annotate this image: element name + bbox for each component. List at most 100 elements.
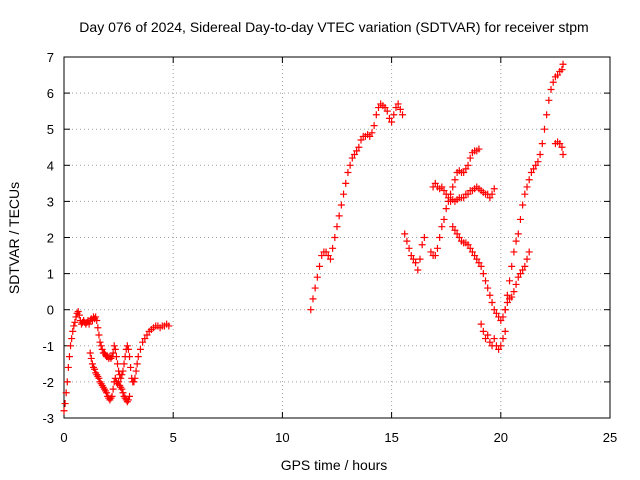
data-point: [490, 185, 498, 193]
data-point: [475, 145, 483, 153]
data-point: [488, 190, 496, 198]
data-point: [442, 190, 450, 198]
data-point: [318, 252, 326, 260]
data-point: [85, 320, 93, 328]
data-point: [372, 111, 380, 119]
data-point: [131, 374, 139, 382]
data-point: [506, 277, 514, 285]
data-point: [532, 161, 540, 169]
data-point: [63, 378, 71, 386]
data-point: [134, 353, 142, 361]
data-point: [436, 234, 444, 241]
data-point: [119, 367, 127, 375]
data-point: [525, 176, 533, 184]
data-point: [370, 122, 378, 130]
data-point: [126, 353, 134, 361]
data-point: [103, 389, 111, 397]
data-point: [357, 136, 365, 144]
data-points: [60, 60, 567, 415]
data-point: [559, 150, 567, 158]
y-tick-label: -1: [42, 339, 54, 354]
data-point: [91, 365, 99, 373]
data-point: [385, 114, 393, 122]
data-point: [468, 248, 476, 256]
data-point: [453, 230, 461, 238]
data-point: [95, 331, 103, 339]
data-point: [492, 309, 500, 317]
data-point: [118, 385, 126, 393]
data-point: [70, 322, 78, 330]
data-point: [392, 104, 400, 112]
data-point: [462, 165, 470, 173]
data-point: [540, 125, 548, 133]
data-point: [438, 183, 446, 191]
y-axis-label: SDTVAR / TECUs: [6, 182, 22, 294]
data-point: [547, 85, 555, 93]
data-point: [418, 241, 426, 249]
data-point: [521, 262, 529, 270]
data-point: [512, 280, 520, 288]
data-point: [516, 270, 524, 278]
data-point: [133, 360, 141, 368]
data-point: [519, 266, 527, 274]
data-point: [479, 327, 487, 335]
data-point: [499, 335, 507, 343]
data-point: [495, 345, 503, 353]
x-tick-label: 0: [60, 430, 67, 445]
data-point: [342, 179, 350, 187]
y-tick-label: -3: [42, 411, 54, 426]
data-point: [126, 392, 134, 400]
data-point: [490, 306, 498, 314]
data-point: [466, 154, 474, 162]
data-point: [503, 298, 511, 306]
data-point: [331, 234, 339, 241]
data-point: [510, 288, 518, 296]
data-point: [405, 244, 413, 252]
data-point: [530, 165, 538, 173]
data-point: [497, 342, 505, 350]
data-point: [442, 205, 450, 213]
data-point: [383, 107, 391, 115]
data-point: [143, 331, 151, 339]
data-point: [497, 317, 505, 325]
data-point: [132, 367, 140, 375]
data-point: [545, 96, 553, 104]
data-series-segment: [60, 308, 173, 415]
data-point: [322, 248, 330, 256]
data-point: [558, 66, 566, 74]
data-point: [482, 335, 490, 343]
data-series-segment: [501, 60, 567, 314]
data-point: [111, 374, 119, 382]
data-point: [475, 259, 483, 267]
axis-ticks: 0 5 10 15 20 25 -3 -2 -1 0 1 2 3 4 5 6 7: [42, 50, 617, 445]
data-point: [141, 335, 149, 343]
data-point: [130, 378, 138, 386]
data-point: [311, 284, 319, 292]
data-point: [96, 338, 104, 346]
x-tick-label: 10: [275, 430, 289, 445]
data-point: [499, 313, 507, 321]
y-tick-label: 2: [47, 231, 54, 246]
y-tick-label: 1: [47, 267, 54, 282]
data-point: [93, 317, 101, 325]
data-point: [60, 407, 68, 415]
data-point: [486, 338, 494, 346]
data-point: [108, 392, 116, 400]
data-point: [394, 100, 402, 108]
data-point: [519, 201, 527, 209]
data-point: [449, 183, 457, 191]
data-point: [420, 234, 428, 241]
data-point: [514, 230, 522, 238]
data-point: [538, 140, 546, 148]
data-point: [510, 248, 518, 256]
data-point: [67, 342, 75, 350]
data-point: [508, 262, 516, 270]
data-point: [464, 190, 472, 198]
data-point: [556, 140, 564, 148]
data-point: [74, 308, 82, 316]
data-point: [350, 150, 358, 158]
data-point: [111, 345, 119, 353]
data-point: [484, 284, 492, 292]
data-point: [536, 150, 544, 158]
